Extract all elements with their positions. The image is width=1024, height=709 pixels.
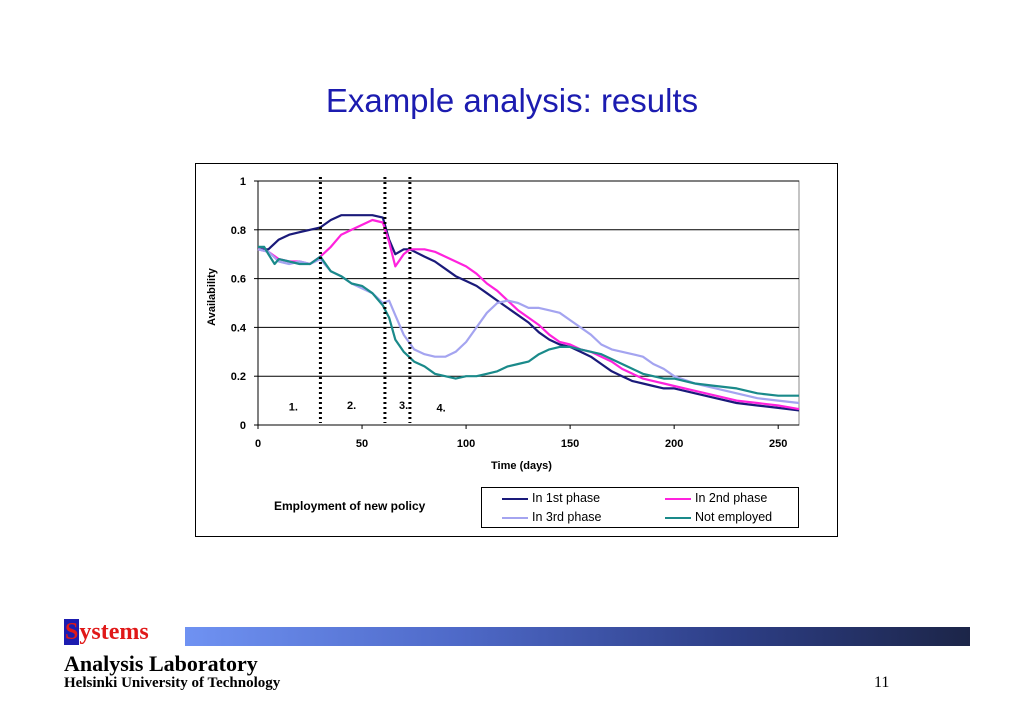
logo: Systems — [64, 619, 149, 646]
lab-name: Analysis Laboratory — [64, 651, 258, 676]
y-tick-label: 0.2 — [231, 371, 246, 383]
y-tick-label: 0.4 — [231, 322, 247, 334]
y-tick-label: 0.6 — [231, 274, 246, 286]
x-tick-label: 250 — [769, 438, 787, 450]
logo-initial: S — [64, 619, 80, 645]
phase-label: 4. — [437, 403, 446, 415]
logo-text: ystems — [79, 619, 149, 645]
x-tick-label: 150 — [561, 438, 579, 450]
chart-frame: 0 0.2 0.4 0.6 0.8 1 0 50 100 150 200 250 Time (days)… — [195, 163, 838, 537]
slide-title: Example analysis: results — [325, 82, 699, 119]
x-tick-label: 200 — [665, 438, 683, 450]
university-name: Helsinki University of Technology — [64, 675, 281, 691]
series-line-1 — [258, 214, 800, 412]
x-tick-label: 100 — [457, 438, 475, 450]
phase-label: 3. — [399, 400, 408, 412]
legend-swatch — [665, 498, 691, 500]
series-line-4 — [258, 245, 799, 397]
phase-label: 2. — [347, 400, 356, 412]
legend-swatch — [665, 517, 691, 519]
line-chart: 0 0.2 0.4 0.6 0.8 1 0 50 100 150 200 250 Time (days)… — [206, 176, 800, 472]
legend-caption: Employment of new policy — [274, 499, 426, 513]
x-tick-label: 0 — [255, 438, 261, 450]
y-tick-label: 0 — [240, 420, 246, 432]
x-axis-title: Time (days) — [491, 460, 552, 472]
page-number: 11 — [874, 674, 890, 691]
chart-legend: In 1st phase In 2nd phase In 3rd phase N… — [481, 487, 799, 528]
legend-label: Not employed — [695, 510, 773, 524]
footer-gradient-bar — [185, 627, 970, 646]
legend-label: In 2nd phase — [695, 491, 768, 505]
phase-label: 1. — [289, 401, 298, 413]
legend-label: In 1st phase — [532, 491, 601, 505]
x-tick-label: 50 — [356, 438, 368, 450]
y-tick-label: 0.8 — [231, 225, 246, 237]
y-axis-title: Availability — [206, 267, 218, 326]
y-tick-label: 1 — [240, 176, 246, 188]
legend-swatch — [502, 498, 528, 500]
legend-swatch — [502, 517, 528, 519]
series-line-2 — [257, 218, 800, 411]
legend-label: In 3rd phase — [532, 510, 602, 524]
